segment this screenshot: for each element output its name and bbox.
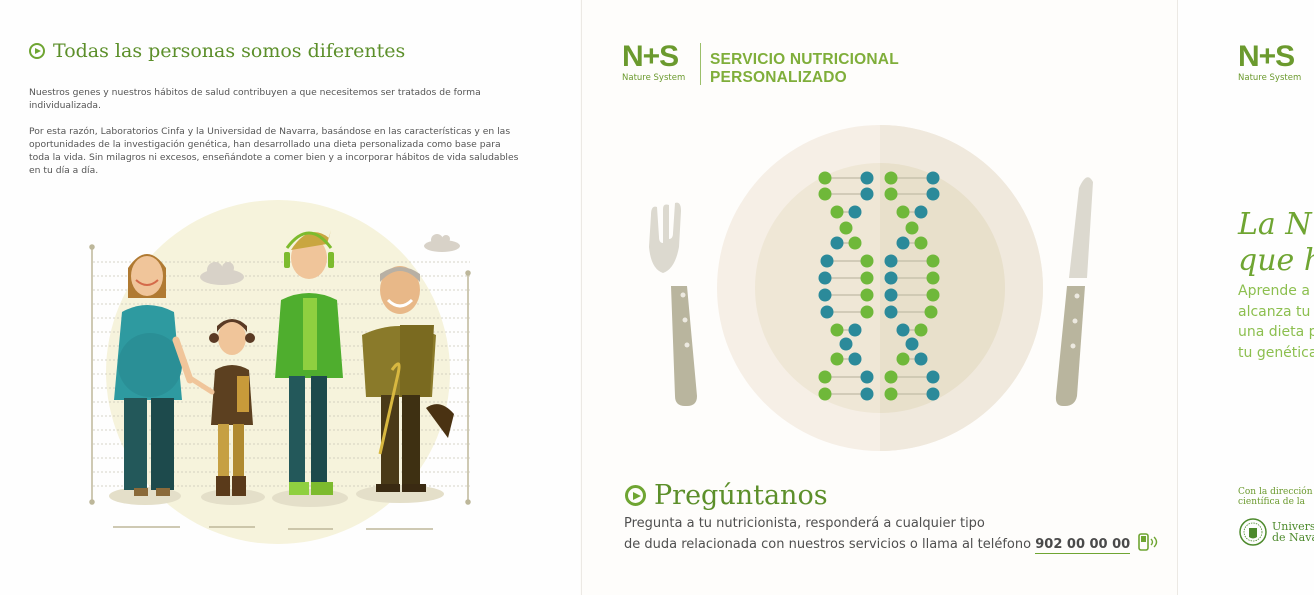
logo-mark: N+S xyxy=(622,40,679,73)
ask-heading: Pregúntanos xyxy=(625,480,828,511)
research-paragraph: Por esta razón, Laboratorios Cinfa y la … xyxy=(29,126,519,176)
slogan-line-2: que h xyxy=(1238,243,1314,278)
intro-paragraph: Nuestros genes y nuestros hábitos de sal… xyxy=(29,87,481,111)
ask-title: Pregúntanos xyxy=(654,480,828,511)
university-name: Universi de Navarr xyxy=(1272,521,1314,543)
cover-description: Aprende a c alcanza tu p una dieta p tu … xyxy=(1238,281,1314,363)
desc-line-1: Aprende a c xyxy=(1238,283,1314,299)
fork-icon xyxy=(649,202,697,406)
ask-line-2-text: de duda relacionada con nuestros servici… xyxy=(624,537,1032,552)
diversity-title: Todas las personas somos diferentes xyxy=(53,40,406,62)
ask-line-2: de duda relacionada con nuestros servici… xyxy=(624,533,1160,554)
university-line-1: Universi xyxy=(1272,520,1314,533)
ask-line-1: Pregunta a tu nutricionista, responderá … xyxy=(624,516,985,531)
play-circle-icon xyxy=(625,485,646,506)
knife-icon xyxy=(1055,177,1093,406)
dna-icon xyxy=(818,171,940,401)
university-line-2: de Navarr xyxy=(1272,531,1314,544)
scientific-direction: Con la dirección científica de la xyxy=(1238,487,1313,507)
slogan: La N que h xyxy=(1238,207,1314,279)
university-seal-icon xyxy=(1239,518,1267,546)
family-illustration xyxy=(89,200,471,544)
brand-logo-cover: N+S Nature System xyxy=(1238,40,1302,84)
university-logo: Universi de Navarr xyxy=(1238,516,1314,548)
cloud-icon xyxy=(200,234,460,285)
panel-diversity: Todas las personas somos diferentes Nues… xyxy=(0,0,580,595)
phone-icon xyxy=(1138,533,1158,551)
play-circle-icon xyxy=(29,43,45,59)
height-rulers xyxy=(89,244,471,530)
logo-mark-cover: N+S xyxy=(1238,40,1295,73)
direction-line-2: científica de la xyxy=(1238,497,1305,507)
teen-boy xyxy=(275,230,343,495)
pregnant-woman xyxy=(114,254,194,496)
panel-cover: N+S Nature System La N que h Aprende a c… xyxy=(1177,0,1314,595)
desc-line-3: una dieta p xyxy=(1238,324,1314,340)
desc-line-2: alcanza tu p xyxy=(1238,303,1314,320)
grandfather xyxy=(362,266,454,492)
child-girl xyxy=(187,319,255,496)
slogan-line-1: La N xyxy=(1238,207,1312,242)
logo-divider xyxy=(700,43,701,85)
brand-logo: N+S Nature System xyxy=(622,40,686,84)
ask-text: Pregunta a tu nutricionista, responderá … xyxy=(624,514,1160,554)
plate-illustration xyxy=(649,125,1093,451)
direction-line-1: Con la dirección xyxy=(1238,487,1313,497)
logo-subtitle-cover: Nature System xyxy=(1238,73,1302,83)
service-heading: SERVICIO NUTRICIONAL PERSONALIZADO xyxy=(710,51,899,87)
service-line-1: SERVICIO NUTRICIONAL xyxy=(710,51,899,68)
desc-line-4: tu genética xyxy=(1238,344,1314,361)
diversity-heading: Todas las personas somos diferentes xyxy=(29,40,405,62)
logo-subtitle: Nature System xyxy=(622,73,686,83)
phone-number[interactable]: 902 00 00 00 xyxy=(1035,537,1131,554)
service-line-2: PERSONALIZADO xyxy=(710,69,847,86)
